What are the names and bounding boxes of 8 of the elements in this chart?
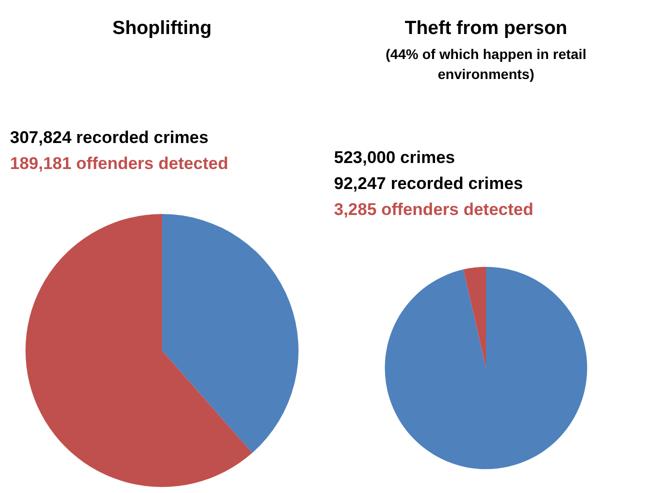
chart-title: Theft from person xyxy=(404,18,568,40)
chart-title: Shoplifting xyxy=(111,18,213,40)
text: 92,247 recorded crimes xyxy=(333,173,524,195)
chart-subtitle: (44% of which happen in retail environments) xyxy=(384,45,588,84)
text: 3,285 offenders detected xyxy=(333,199,534,221)
text: 189,181 offenders detected xyxy=(9,153,228,175)
text: 307,824 recorded crimes xyxy=(9,127,210,149)
text: 523,000 crimes xyxy=(333,147,456,169)
